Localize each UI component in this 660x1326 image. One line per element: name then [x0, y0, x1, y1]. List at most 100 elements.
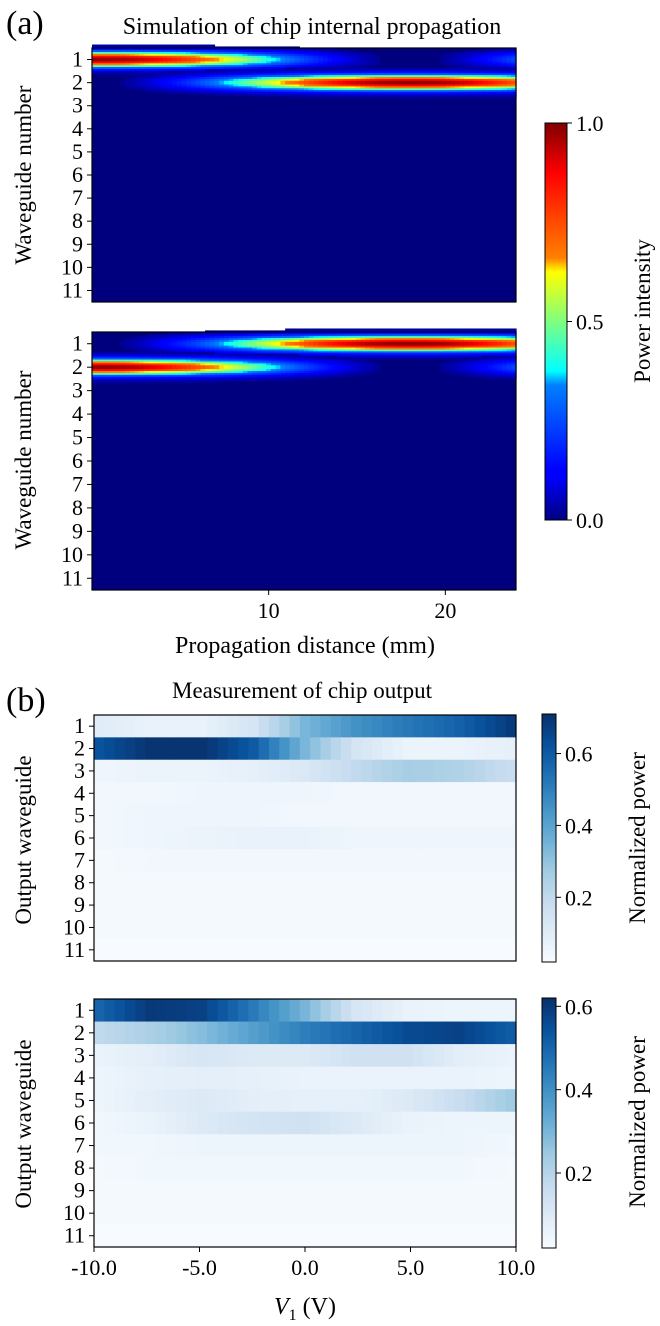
heatmap-cell — [205, 71, 211, 74]
heatmap-cell — [445, 334, 451, 337]
heatmap-cell — [167, 372, 173, 376]
heatmap-cell — [308, 77, 315, 80]
heatmap-cell — [421, 353, 428, 356]
heatmap-cell — [209, 90, 216, 93]
heatmap-cell — [285, 336, 291, 339]
heatmap-cell — [139, 86, 145, 89]
heatmap-cell — [473, 61, 479, 64]
heatmap-cell — [454, 82, 461, 86]
heatmap-cell — [454, 715, 466, 738]
heatmap-cell — [205, 63, 211, 66]
heatmap-cell — [421, 75, 428, 78]
heatmap-cell — [271, 55, 277, 59]
heatmap-cell — [157, 88, 164, 91]
heatmap-cell — [261, 361, 267, 364]
heatmap-cell — [129, 53, 135, 57]
heatmap-cell — [497, 52, 503, 55]
heatmap-cell — [487, 374, 494, 378]
heatmap-cell — [266, 63, 272, 66]
heatmap-cell — [341, 52, 347, 55]
heatmap-cell — [388, 84, 395, 87]
heatmap-cell — [256, 378, 263, 382]
heatmap-cell — [190, 372, 197, 376]
heatmap-cell — [384, 84, 390, 87]
heatmap-cell — [256, 63, 263, 66]
heatmap-cell — [341, 369, 347, 372]
heatmap-cell — [341, 336, 347, 339]
heatmap-cell — [398, 355, 404, 358]
heatmap-cell — [275, 73, 282, 76]
heatmap-cell — [106, 363, 112, 366]
heatmap-cell — [398, 92, 404, 95]
heatmap-cell — [228, 341, 234, 345]
heatmap-cell — [214, 349, 220, 352]
y-tick-label: 7 — [74, 847, 85, 872]
panel-b: (b) Measurement of chip output 123456789… — [6, 678, 650, 1324]
heatmap-cell — [209, 65, 216, 68]
heatmap-cell — [275, 361, 282, 364]
heatmap-cell — [413, 737, 424, 761]
heatmap-cell — [459, 63, 465, 66]
heatmap-cell — [261, 365, 267, 368]
heatmap-cell — [382, 737, 393, 761]
heatmap-cell — [134, 88, 140, 91]
heatmap-cell — [181, 67, 187, 70]
heatmap-cell — [162, 363, 168, 366]
heatmap-cell — [365, 334, 371, 337]
heatmap-cell — [157, 376, 164, 380]
heatmap-cell — [261, 345, 267, 349]
heatmap-cell — [501, 86, 508, 89]
heatmap-cell — [435, 341, 442, 345]
heatmap-cell — [129, 78, 135, 82]
heatmap-cell — [139, 53, 145, 57]
heatmap-cell — [233, 73, 239, 76]
heatmap-cell — [468, 372, 475, 376]
heatmap-cell — [115, 63, 121, 66]
heatmap-cell — [214, 374, 220, 378]
heatmap-cell — [280, 349, 286, 352]
heatmap-cell — [227, 893, 239, 917]
heatmap-cell — [92, 55, 98, 59]
heatmap-cell — [294, 86, 300, 89]
heatmap-cell — [223, 343, 230, 347]
heatmap-cell — [483, 50, 489, 53]
heatmap-cell — [261, 90, 267, 93]
heatmap-cell — [200, 88, 206, 91]
heatmap-cell — [190, 369, 197, 372]
heatmap-cell — [166, 715, 177, 738]
heatmap-cell — [228, 52, 234, 55]
heatmap-cell — [252, 355, 258, 359]
heatmap-cell — [327, 92, 333, 95]
heatmap-cell — [289, 376, 296, 380]
heatmap-cell — [497, 336, 503, 339]
heatmap-cell — [501, 88, 508, 91]
heatmap-cell — [148, 351, 154, 355]
heatmap-cell — [327, 93, 333, 97]
heatmap-cell — [143, 370, 150, 374]
heatmap-cell — [162, 355, 168, 359]
heatmap-cell — [440, 365, 446, 368]
heatmap-cell — [360, 80, 366, 84]
heatmap-cell — [454, 938, 466, 962]
heatmap-cell — [468, 365, 475, 368]
heatmap-cell — [407, 90, 413, 93]
heatmap-cell — [299, 77, 305, 80]
heatmap-cell — [341, 80, 347, 84]
heatmap-cell — [478, 92, 484, 95]
heatmap-cell — [492, 71, 498, 74]
heatmap-cell — [120, 363, 126, 366]
heatmap-cell — [219, 369, 225, 372]
heatmap-cell — [351, 361, 357, 364]
heatmap-cell — [369, 367, 376, 370]
heatmap-cell — [256, 361, 263, 364]
heatmap-cell — [266, 343, 272, 347]
heatmap-cell — [134, 72, 140, 76]
heatmap-cell — [256, 341, 263, 345]
heatmap-cell — [271, 67, 277, 70]
heatmap-cell — [464, 59, 470, 63]
heatmap-cell — [205, 343, 211, 347]
heatmap-cell — [478, 374, 484, 378]
heatmap-cell — [506, 50, 512, 53]
heatmap-cell — [407, 349, 413, 352]
heatmap-cell — [402, 338, 409, 341]
